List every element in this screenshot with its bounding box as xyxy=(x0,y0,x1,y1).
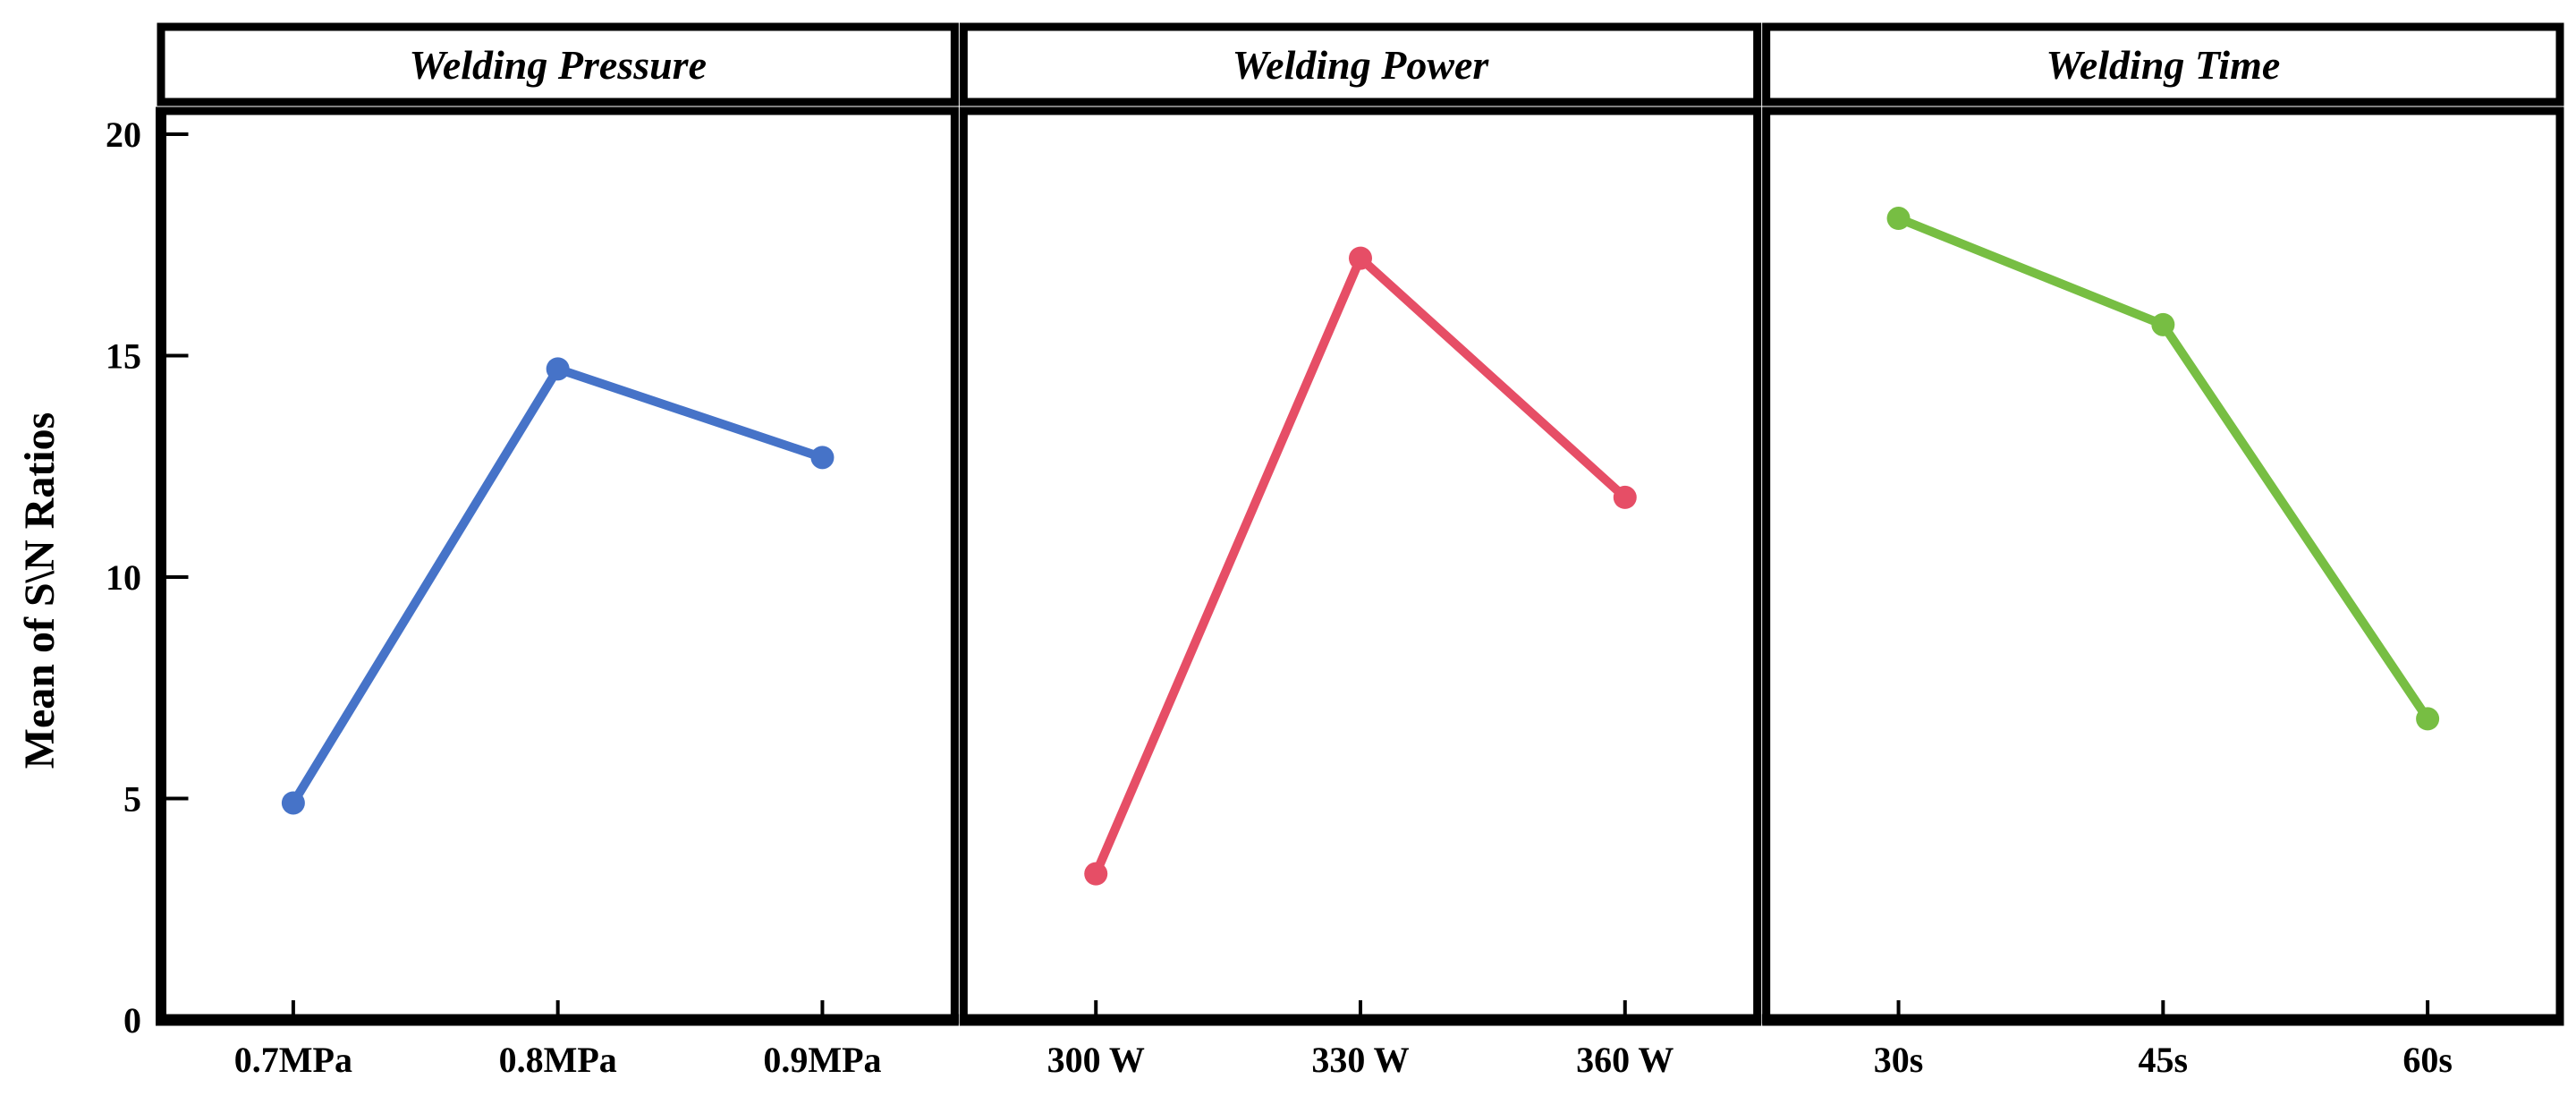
data-point xyxy=(2416,707,2440,731)
series-line xyxy=(1894,214,2433,724)
x-tick-label: 60s xyxy=(2402,1040,2453,1080)
y-tick-label: 10 xyxy=(106,557,141,598)
y-tick-label: 20 xyxy=(106,115,141,155)
y-tick-label: 15 xyxy=(106,336,141,377)
panel-plot-box xyxy=(157,106,959,1024)
x-tick-label: 330 W xyxy=(1311,1040,1409,1080)
panel-title: Welding Time xyxy=(2046,42,2280,88)
data-point xyxy=(1613,485,1637,509)
y-tick-label: 5 xyxy=(123,779,141,820)
x-tick-label: 300 W xyxy=(1047,1040,1145,1080)
data-point xyxy=(1886,207,1911,231)
data-point xyxy=(1084,862,1108,886)
series-line xyxy=(1091,253,1630,879)
panel-header-box xyxy=(157,22,959,106)
y-tick-label: 0 xyxy=(123,1000,141,1041)
panel-plot-box xyxy=(1762,106,2564,1024)
panel-header-box xyxy=(1762,22,2564,106)
data-point xyxy=(281,791,305,815)
x-tick-label: 30s xyxy=(1874,1040,1924,1080)
data-point xyxy=(2151,312,2175,336)
data-point xyxy=(1349,246,1372,270)
panel-title: Welding Power xyxy=(1233,42,1490,88)
x-tick-label: 0.7MPa xyxy=(234,1040,352,1080)
panel-header-box xyxy=(959,22,1762,106)
x-tick-label: 0.9MPa xyxy=(763,1040,881,1080)
panel-title: Welding Pressure xyxy=(409,42,707,88)
x-tick-label: 0.8MPa xyxy=(499,1040,617,1080)
data-point xyxy=(810,446,835,470)
x-tick-label: 45s xyxy=(2139,1040,2189,1080)
series-line xyxy=(288,364,827,808)
y-axis-title: Mean of S\N Ratios xyxy=(16,412,64,769)
x-tick-label: 360 W xyxy=(1576,1040,1674,1080)
data-point xyxy=(546,357,570,381)
